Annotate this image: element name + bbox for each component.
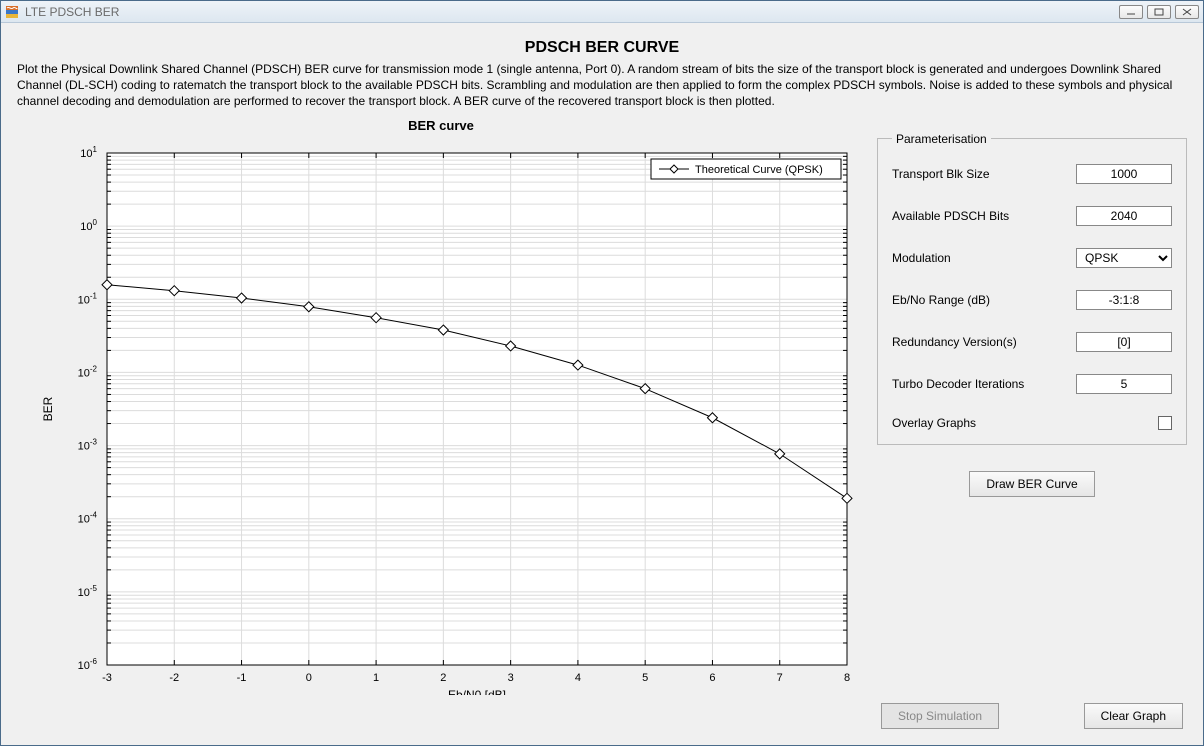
page-description: Plot the Physical Downlink Shared Channe… — [17, 61, 1187, 110]
svg-text:Theoretical Curve (QPSK): Theoretical Curve (QPSK) — [695, 164, 823, 176]
input-transport-blk-size[interactable] — [1076, 164, 1172, 184]
svg-text:10-5: 10-5 — [78, 583, 98, 598]
minimize-button[interactable] — [1119, 5, 1143, 19]
label-modulation: Modulation — [892, 251, 1076, 265]
svg-text:3: 3 — [508, 672, 514, 684]
svg-text:10-1: 10-1 — [78, 291, 98, 306]
label-redundancy-versions: Redundancy Version(s) — [892, 335, 1076, 349]
input-ebno-range[interactable] — [1076, 290, 1172, 310]
app-window: LTE PDSCH BER PDSCH BER CURVE Plot the P… — [0, 0, 1204, 746]
body-row: BER curve 10-610-510-410-310-210-1100101… — [17, 118, 1187, 733]
label-available-pdsch-bits: Available PDSCH Bits — [892, 209, 1076, 223]
svg-text:10-3: 10-3 — [78, 437, 98, 452]
content-area: PDSCH BER CURVE Plot the Physical Downli… — [1, 23, 1203, 745]
input-redundancy-versions[interactable] — [1076, 332, 1172, 352]
label-ebno-range: Eb/No Range (dB) — [892, 293, 1076, 307]
svg-text:-1: -1 — [237, 672, 247, 684]
clear-graph-button[interactable]: Clear Graph — [1084, 703, 1183, 729]
app-icon — [5, 5, 19, 19]
select-modulation[interactable]: QPSK16QAM64QAM — [1076, 248, 1172, 268]
window-buttons — [1119, 5, 1199, 19]
close-button[interactable] — [1175, 5, 1199, 19]
svg-text:10-4: 10-4 — [78, 510, 98, 525]
input-turbo-iters[interactable] — [1076, 374, 1172, 394]
checkbox-overlay-graphs[interactable] — [1158, 416, 1172, 430]
chart-area: BER curve 10-610-510-410-310-210-1100101… — [17, 118, 865, 733]
stop-simulation-button[interactable]: Stop Simulation — [881, 703, 999, 729]
parameterisation-panel: Parameterisation Transport Blk Size Avai… — [877, 132, 1187, 445]
svg-text:6: 6 — [709, 672, 715, 684]
chart-title: BER curve — [17, 118, 865, 133]
draw-ber-curve-button[interactable]: Draw BER Curve — [969, 471, 1094, 497]
params-legend: Parameterisation — [892, 132, 991, 146]
svg-text:Eb/N0 [dB]: Eb/N0 [dB] — [448, 688, 506, 695]
svg-text:5: 5 — [642, 672, 648, 684]
svg-text:8: 8 — [844, 672, 850, 684]
svg-text:10-6: 10-6 — [78, 657, 98, 672]
svg-text:-3: -3 — [102, 672, 112, 684]
label-transport-blk-size: Transport Blk Size — [892, 167, 1076, 181]
label-turbo-iters: Turbo Decoder Iterations — [892, 377, 1076, 391]
side-panel: Parameterisation Transport Blk Size Avai… — [877, 118, 1187, 733]
window-title: LTE PDSCH BER — [23, 5, 1119, 19]
svg-text:10-2: 10-2 — [78, 364, 98, 379]
label-overlay-graphs: Overlay Graphs — [892, 416, 1118, 430]
svg-text:2: 2 — [440, 672, 446, 684]
input-available-pdsch-bits[interactable] — [1076, 206, 1172, 226]
svg-text:BER: BER — [41, 396, 55, 421]
maximize-button[interactable] — [1147, 5, 1171, 19]
ber-chart: 10-6 10-5 10-4 10-3 10-2 10-1 100 101 -3 -2 -1 0 1 2 3… — [17, 135, 857, 695]
svg-text:4: 4 — [575, 672, 581, 684]
page-title: PDSCH BER CURVE — [17, 39, 1187, 57]
svg-text:101: 101 — [80, 145, 97, 160]
svg-text:-2: -2 — [169, 672, 179, 684]
svg-text:1: 1 — [373, 672, 379, 684]
svg-text:0: 0 — [306, 672, 312, 684]
svg-text:100: 100 — [80, 218, 97, 233]
svg-text:7: 7 — [777, 672, 783, 684]
titlebar: LTE PDSCH BER — [1, 1, 1203, 23]
